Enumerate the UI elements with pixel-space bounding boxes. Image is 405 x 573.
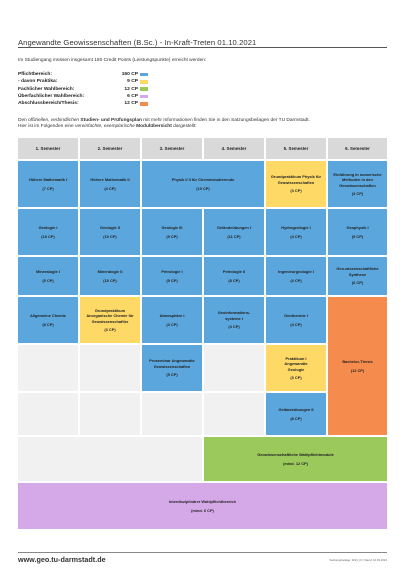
- footer-meta: Satzungsbeilage: 2021_III | Stand: 16.03…: [329, 558, 388, 562]
- module-allgemeine-chemie: Allgemeine Chemie (8 CP): [18, 297, 78, 343]
- module-overview-grid: 1. Semester 2. Semester 3. Semester 4. S…: [18, 138, 387, 530]
- module-geowissenschaftliche-synthese: Geo-wissenschaftliche Synthese (6 CP): [328, 257, 387, 295]
- module-geologie-2: Geologie II (10 CP): [80, 209, 140, 255]
- description-paragraph: Den offiziellen, verbindlichen Studien- …: [18, 118, 310, 129]
- empty-slot: [18, 393, 78, 435]
- color-swatch: [140, 72, 148, 77]
- module-petrologie-2: Petrologie II (8 CP): [204, 257, 264, 295]
- module-gelaendeuebungen-2: Geländeübungen II (8 CP): [266, 393, 326, 435]
- semester-header: 5. Semester: [266, 138, 326, 159]
- intro-text: Im Studiengang müssen insgesamt 180 Cred…: [18, 58, 207, 63]
- credit-label: - davon Praktika:: [18, 79, 58, 85]
- empty-slot: [204, 345, 264, 391]
- module-ingenieurgeologie-1: Ingenieurgeologie I (4 CP): [266, 257, 326, 295]
- module-geowissenschaftliche-wahlpflichtmodule: Geowissenschaftliche Wahlpflichtmodule (m…: [204, 437, 387, 481]
- module-hoehere-mathematik-1: Höhere Mathematik I (7 CP): [18, 161, 78, 207]
- credit-label: Abschlussbereich/Thesis:: [18, 101, 79, 107]
- footer-url-link[interactable]: www.geo.tu-darmstadt.de: [18, 555, 106, 564]
- color-swatch: [140, 102, 148, 106]
- credit-row: Abschlussbereich/Thesis: 12 CP: [18, 100, 148, 107]
- module-geothermie-1: Geothermie I (4 CP): [266, 297, 326, 343]
- module-geophysik-1: Geophysik I (5 CP): [328, 209, 387, 255]
- footer-rule: [18, 552, 387, 553]
- semester-header: 4. Semester: [204, 138, 264, 159]
- module-mineralogie-1: Mineralogie I (5 CP): [18, 257, 78, 295]
- page-title: Angewandte Geowissenschaften (B.Sc.) - I…: [18, 38, 257, 47]
- title-rule: [18, 47, 387, 48]
- module-mineralogie-2: Mineralogie II (10 CP): [80, 257, 140, 295]
- module-petrologie-1: Petrologie I (5 CP): [142, 257, 202, 295]
- module-praktikum-angewandte-geologie: Praktikum I Angewandte Geologie (3 CP): [266, 345, 326, 391]
- credit-value: 12 CP: [124, 101, 138, 107]
- module-physik: Physik I/ II für Chemiestudierende (10 CP…: [142, 161, 264, 207]
- semester-header: 1. Semester: [18, 138, 78, 159]
- empty-slot: [18, 345, 78, 391]
- credit-row: - davon Praktika: 9 CP: [18, 78, 148, 85]
- color-swatch: [140, 94, 148, 99]
- empty-slot: [18, 437, 202, 481]
- credit-label: Überfachlicher Wahlbereich:: [18, 94, 85, 100]
- empty-slot: [80, 393, 140, 435]
- credit-label: Pflichtbereich:: [18, 72, 52, 78]
- module-grundpraktikum-physik: Grundpraktikum Physik für Geowissenschaf…: [266, 161, 326, 207]
- module-gelaendeuebungen-1: Geländeübungen I (11 CP): [204, 209, 264, 255]
- semester-header: 6. Semester: [328, 138, 387, 159]
- module-atmosphaere-1: Atmosphäre I (3 CP): [142, 297, 202, 343]
- credit-row: Überfachlicher Wahlbereich: 6 CP: [18, 93, 148, 100]
- credit-value: 6 CP: [127, 94, 138, 100]
- module-geologie-1: Geologie I (10 CP): [18, 209, 78, 255]
- empty-slot: [80, 345, 140, 391]
- semester-header: 2. Semester: [80, 138, 140, 159]
- module-hydrogeologie-1: Hydrogeologie I (4 CP): [266, 209, 326, 255]
- module-numerische-methoden: Einführung in numerische Methoden in den…: [328, 161, 387, 207]
- semester-header: 3. Semester: [142, 138, 202, 159]
- empty-slot: [142, 393, 202, 435]
- credit-row: Pflichtbereich: 150 CP: [18, 71, 148, 78]
- module-bachelor-thesis: Bachelor-Thesis (12 CP): [328, 297, 387, 435]
- credit-label: Fachlicher Wahlbereich:: [18, 86, 75, 92]
- color-swatch: [140, 80, 148, 84]
- credit-value: 150 CP: [121, 72, 138, 78]
- credit-value: 9 CP: [127, 79, 138, 85]
- module-grundpraktikum-chemie: Grundpraktikum Anorganische Chemie für G…: [80, 297, 140, 343]
- module-proseminar: Proseminar Angewandte Geowissenschaften(…: [142, 345, 202, 391]
- module-hoehere-mathematik-2: Höhere Mathematik II (4 CP): [80, 161, 140, 207]
- credit-row: Fachlicher Wahlbereich: 12 CP: [18, 86, 148, 93]
- credit-value: 12 CP: [124, 86, 138, 92]
- module-geoinformationssysteme-1: Geoinformations-systeme I (4 CP): [204, 297, 264, 343]
- module-geologie-3: Geologie III (9 CP): [142, 209, 202, 255]
- credit-summary: Pflichtbereich: 150 CP - davon Praktika:…: [18, 71, 148, 107]
- module-interdisziplinaerer-wahlpflichtbereich: Interdisziplinärer Wahlpflichtbereich (mi…: [18, 483, 387, 529]
- color-swatch: [140, 87, 148, 92]
- empty-slot: [204, 393, 264, 435]
